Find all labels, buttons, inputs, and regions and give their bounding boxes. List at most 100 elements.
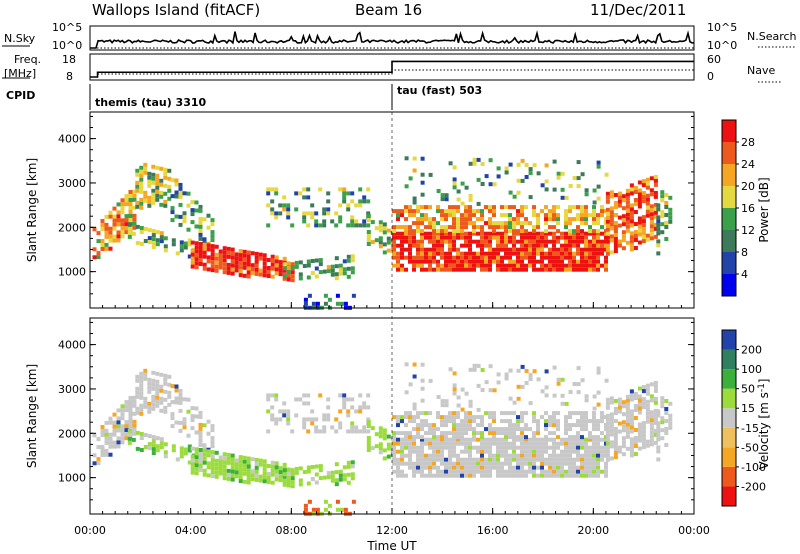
power-cell xyxy=(556,229,560,234)
velocity-cell xyxy=(600,445,604,450)
velocity-cell xyxy=(242,463,247,468)
velocity-cell xyxy=(366,436,371,440)
velocity-cell xyxy=(112,420,117,425)
power-cell xyxy=(432,239,436,244)
power-cell xyxy=(302,264,307,268)
velocity-cell xyxy=(258,478,263,483)
velocity-cell xyxy=(512,423,516,428)
velocity-cell xyxy=(480,461,484,466)
power-cell xyxy=(139,197,144,202)
velocity-cell xyxy=(512,453,516,458)
velocity-cell xyxy=(416,449,420,454)
velocity-cell xyxy=(536,431,540,436)
velocity-cell xyxy=(576,449,580,454)
velocity-cell xyxy=(159,400,164,405)
power-cell xyxy=(605,195,610,200)
velocity-cell xyxy=(116,424,121,429)
velocity-cell xyxy=(326,475,331,480)
power-cell xyxy=(408,231,412,236)
power-cell xyxy=(548,251,552,256)
velocity-cell xyxy=(609,400,614,405)
velocity-cell xyxy=(584,423,588,428)
power-cell xyxy=(476,259,480,264)
velocity-cell xyxy=(576,473,580,478)
power-cell xyxy=(330,268,335,273)
power-cell xyxy=(592,200,597,205)
velocity-cell xyxy=(190,458,195,463)
power-cell xyxy=(560,247,564,252)
velocity-cell xyxy=(604,473,608,478)
power-cell xyxy=(143,166,148,171)
power-cell xyxy=(576,225,580,230)
velocity-colorbar-tick-label: 15 xyxy=(741,402,755,415)
velocity-cell xyxy=(412,374,417,379)
power-cell xyxy=(436,259,440,264)
velocity-cell xyxy=(171,448,176,453)
velocity-cell xyxy=(170,384,175,389)
velocity-cell xyxy=(472,435,476,440)
power-cell xyxy=(468,231,472,236)
velocity-cell xyxy=(641,405,646,410)
velocity-cell xyxy=(496,380,501,385)
velocity-cell xyxy=(564,449,568,454)
power-colorbar-tick-label: 20 xyxy=(741,180,755,193)
velocity-cell xyxy=(151,406,156,411)
power-cell xyxy=(540,267,544,272)
velocity-cell xyxy=(564,401,569,406)
power-cell xyxy=(576,259,580,264)
velocity-cell xyxy=(135,378,140,383)
velocity-cell xyxy=(218,471,223,476)
velocity-cell xyxy=(444,469,448,474)
power-cell xyxy=(460,213,464,218)
velocity-cell xyxy=(576,445,580,450)
power-cell xyxy=(420,235,424,240)
power-cell xyxy=(464,221,468,226)
velocity-cell xyxy=(282,409,287,414)
velocity-cell xyxy=(306,465,311,470)
power-cell xyxy=(641,191,646,196)
velocity-cell xyxy=(596,461,600,466)
power-cell xyxy=(560,251,564,256)
power-cell xyxy=(512,259,516,264)
velocity-cell xyxy=(128,424,133,428)
power-cell xyxy=(556,239,560,244)
power-cell xyxy=(496,174,501,179)
velocity-cell xyxy=(524,427,528,432)
velocity-cell xyxy=(656,449,661,454)
power-cell xyxy=(346,274,351,279)
power-cell xyxy=(609,210,614,215)
velocity-cell xyxy=(580,441,584,446)
power-cell xyxy=(210,218,215,223)
velocity-cell xyxy=(520,419,524,424)
velocity-cell xyxy=(649,398,654,403)
power-cell xyxy=(528,195,533,200)
velocity-cell xyxy=(210,440,215,445)
power-cell xyxy=(629,223,634,228)
velocity-cell xyxy=(592,469,596,474)
velocity-cell xyxy=(572,435,576,440)
power-cell xyxy=(310,215,315,220)
power-cell xyxy=(190,240,195,245)
power-cell xyxy=(139,242,144,246)
velocity-cell xyxy=(484,437,488,442)
velocity-cell xyxy=(456,435,460,440)
velocity-cell xyxy=(163,450,168,455)
velocity-cell xyxy=(560,437,564,442)
power-colorbar-tick-label: 24 xyxy=(741,158,755,171)
power-colorbar-swatch xyxy=(722,142,736,164)
power-cell xyxy=(649,192,654,197)
velocity-cell xyxy=(194,451,199,456)
velocity-cell xyxy=(420,441,424,446)
power-cell xyxy=(552,243,556,248)
velocity-cell xyxy=(596,390,601,395)
velocity-cell xyxy=(508,396,513,401)
velocity-cell xyxy=(633,416,638,420)
power-cell xyxy=(374,226,379,231)
velocity-cell xyxy=(568,441,572,446)
velocity-colorbar-swatch xyxy=(722,388,736,409)
power-cell xyxy=(564,217,568,222)
power-cell xyxy=(163,171,168,176)
power-cell xyxy=(108,238,113,243)
velocity-cell xyxy=(270,405,275,410)
power-cell xyxy=(112,238,117,243)
